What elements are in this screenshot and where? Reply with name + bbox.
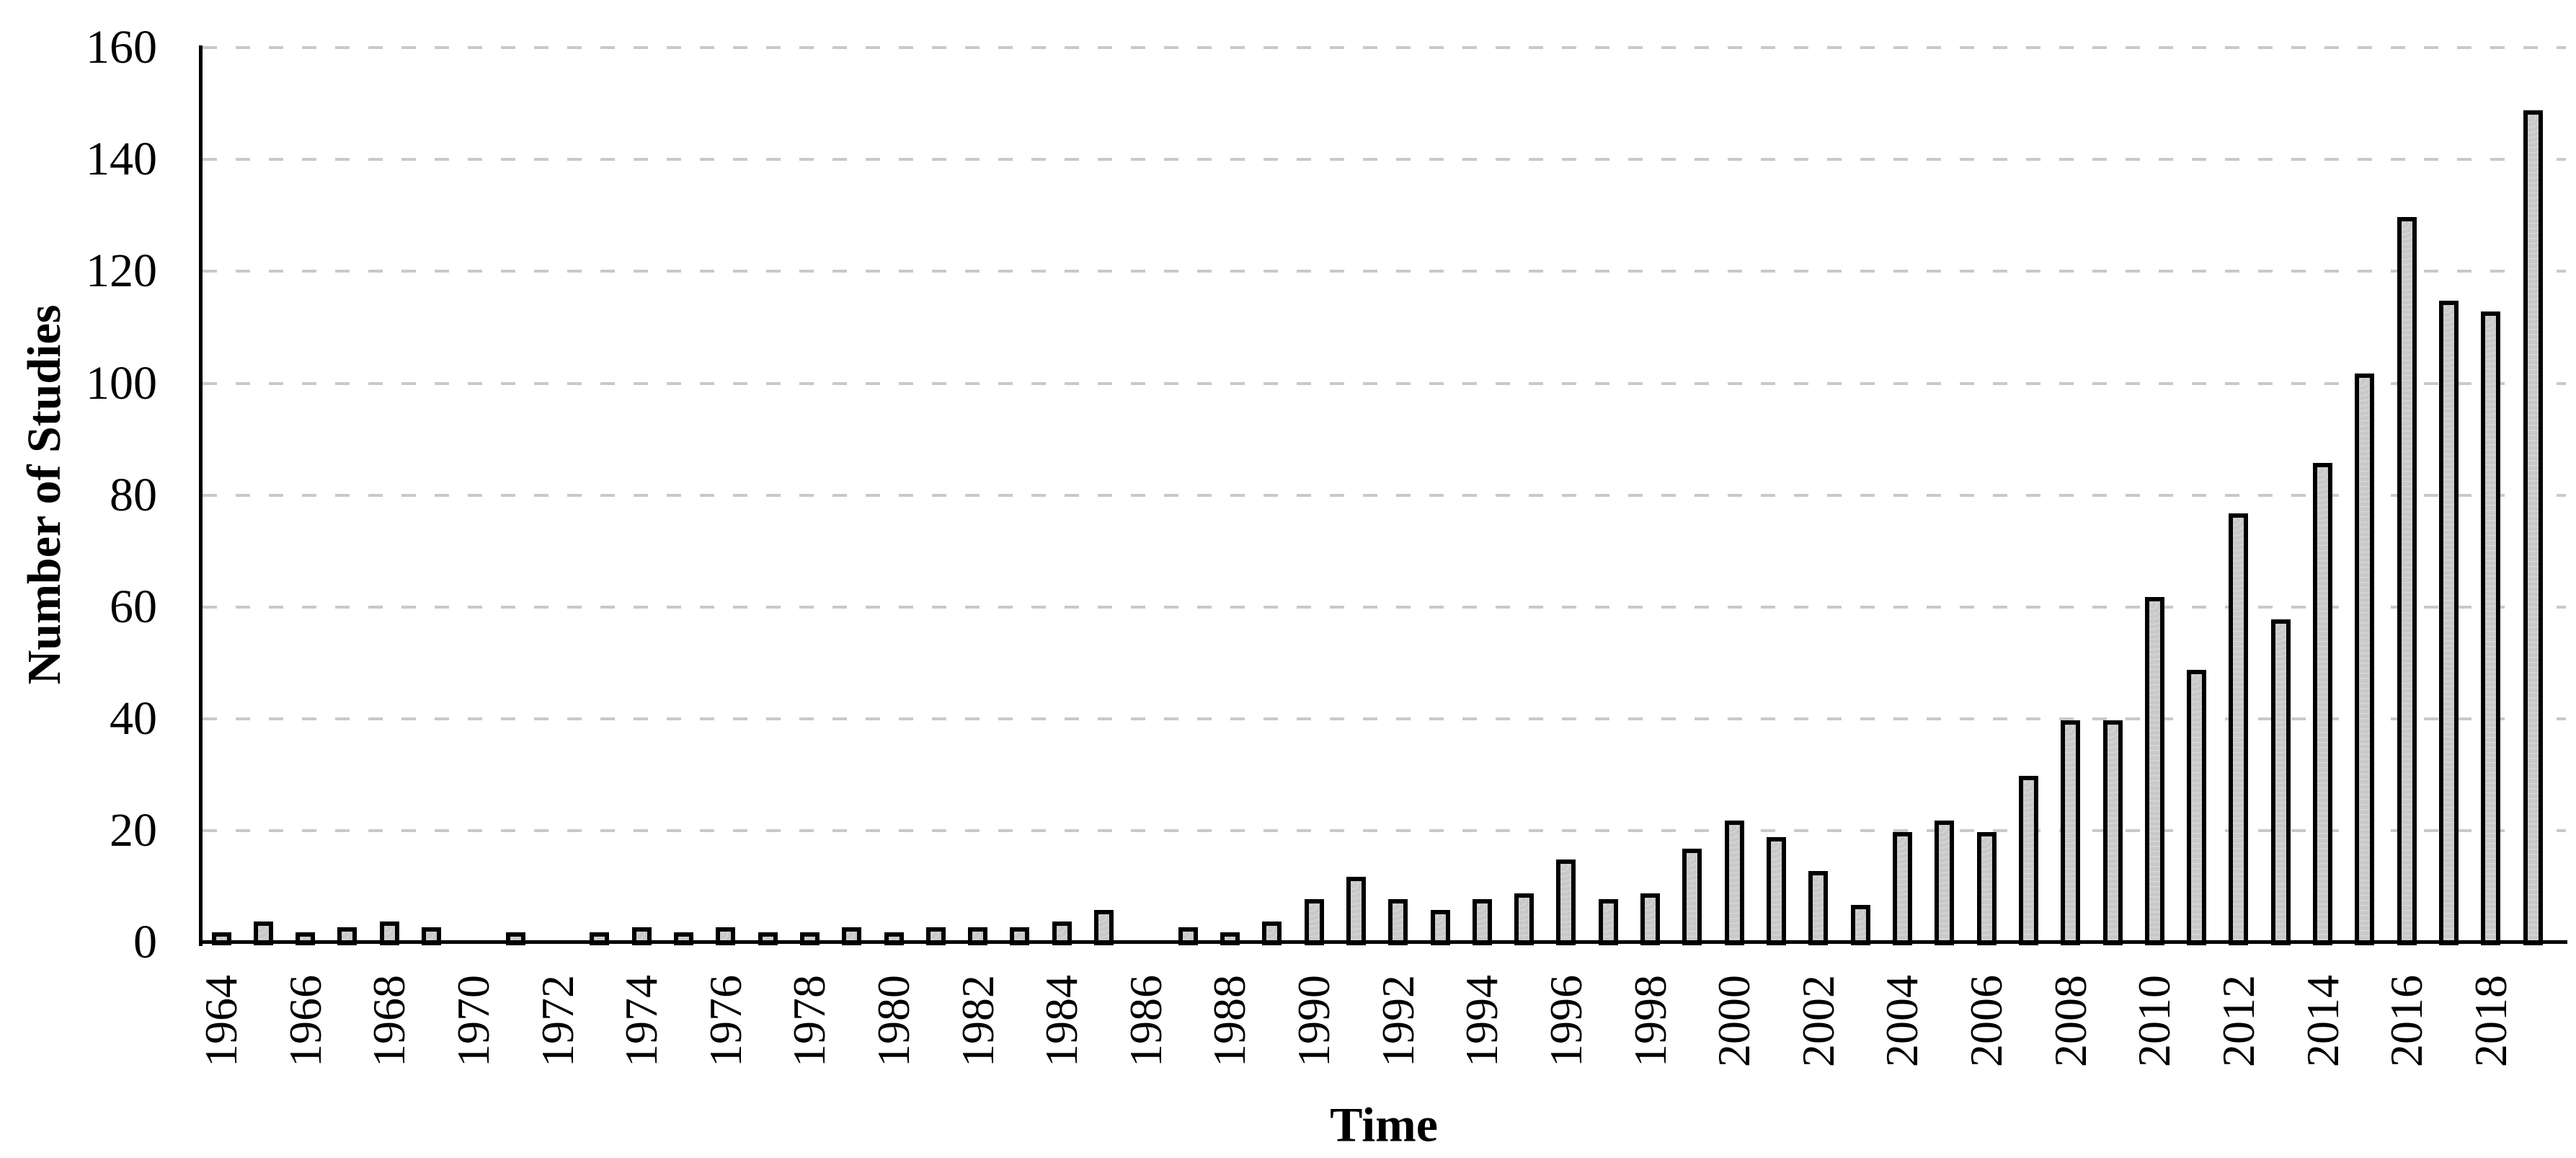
x-tick-label-1976: 1976 bbox=[699, 975, 751, 1067]
x-tick-label-1972: 1972 bbox=[531, 975, 583, 1067]
y-tick-label-100: 100 bbox=[86, 356, 157, 410]
x-axis-line bbox=[199, 940, 2567, 944]
bar-2006 bbox=[1976, 831, 1997, 945]
x-tick-label-1968: 1968 bbox=[363, 975, 415, 1067]
x-tick-label-2018: 2018 bbox=[2464, 975, 2516, 1067]
x-tick-label-1980: 1980 bbox=[868, 975, 919, 1067]
bar-2004 bbox=[1892, 831, 1912, 945]
bar-1999 bbox=[1682, 848, 1702, 945]
bar-1985 bbox=[1094, 910, 1114, 945]
bar-1998 bbox=[1640, 893, 1660, 945]
bar-2009 bbox=[2102, 720, 2123, 945]
y-tick-label-40: 40 bbox=[110, 691, 157, 745]
bar-2019 bbox=[2523, 110, 2543, 945]
gridline-20 bbox=[203, 828, 2566, 832]
x-tick-label-2014: 2014 bbox=[2296, 975, 2348, 1067]
bar-2003 bbox=[1850, 904, 1870, 945]
y-tick-label-80: 80 bbox=[110, 468, 157, 521]
x-tick-label-1970: 1970 bbox=[447, 975, 499, 1067]
bar-1995 bbox=[1514, 893, 1535, 945]
gridline-160 bbox=[203, 46, 2566, 50]
x-tick-label-2016: 2016 bbox=[2381, 975, 2433, 1067]
y-tick-label-120: 120 bbox=[86, 244, 157, 298]
bar-2013 bbox=[2270, 619, 2291, 945]
gridline-100 bbox=[203, 381, 2566, 385]
bar-2014 bbox=[2313, 462, 2332, 945]
bar-2018 bbox=[2481, 311, 2501, 945]
x-tick-label-1988: 1988 bbox=[1204, 975, 1256, 1067]
bar-1992 bbox=[1388, 898, 1408, 945]
y-tick-label-160: 160 bbox=[86, 21, 157, 74]
gridline-140 bbox=[203, 158, 2566, 162]
bar-2000 bbox=[1724, 821, 1744, 945]
x-tick-label-1978: 1978 bbox=[783, 975, 835, 1067]
x-tick-label-1998: 1998 bbox=[1624, 975, 1676, 1067]
x-tick-label-2002: 2002 bbox=[1792, 975, 1844, 1067]
x-tick-label-1986: 1986 bbox=[1119, 975, 1171, 1067]
y-axis-line bbox=[199, 45, 203, 946]
bar-2010 bbox=[2144, 596, 2164, 945]
bar-2015 bbox=[2355, 373, 2375, 945]
x-axis-title: Time bbox=[1330, 1097, 1438, 1152]
bar-1994 bbox=[1472, 898, 1492, 945]
y-tick-label-20: 20 bbox=[110, 803, 157, 857]
x-tick-label-2004: 2004 bbox=[1876, 975, 1928, 1067]
x-tick-label-2008: 2008 bbox=[2044, 975, 2096, 1067]
x-tick-label-1984: 1984 bbox=[1036, 975, 1088, 1067]
y-tick-label-140: 140 bbox=[86, 133, 157, 186]
x-tick-label-2012: 2012 bbox=[2212, 975, 2264, 1067]
x-tick-label-2000: 2000 bbox=[1708, 975, 1760, 1067]
bar-1990 bbox=[1304, 898, 1324, 945]
x-tick-label-2010: 2010 bbox=[2128, 975, 2180, 1067]
bar-1991 bbox=[1346, 876, 1366, 945]
x-tick-label-1966: 1966 bbox=[279, 975, 331, 1067]
x-tick-label-2006: 2006 bbox=[1960, 975, 2012, 1067]
x-tick-label-1974: 1974 bbox=[616, 975, 667, 1067]
bar-2005 bbox=[1935, 821, 1955, 945]
bar-2002 bbox=[1808, 870, 1829, 945]
gridline-120 bbox=[203, 270, 2566, 273]
x-tick-label-1996: 1996 bbox=[1540, 975, 1591, 1067]
gridline-80 bbox=[203, 493, 2566, 497]
bar-2007 bbox=[2018, 776, 2038, 945]
x-tick-label-1992: 1992 bbox=[1372, 975, 1424, 1067]
bar-1996 bbox=[1556, 859, 1576, 945]
bar-2001 bbox=[1767, 837, 1786, 945]
bar-2017 bbox=[2438, 300, 2459, 945]
bar-2011 bbox=[2187, 669, 2207, 945]
x-tick-label-1994: 1994 bbox=[1456, 975, 1508, 1067]
y-tick-label-60: 60 bbox=[110, 580, 157, 633]
y-tick-label-0: 0 bbox=[133, 916, 157, 968]
x-tick-label-1990: 1990 bbox=[1288, 975, 1340, 1067]
gridline-60 bbox=[203, 605, 2566, 609]
bar-2016 bbox=[2397, 216, 2417, 945]
bar-2012 bbox=[2229, 513, 2249, 945]
x-tick-label-1982: 1982 bbox=[951, 975, 1003, 1067]
bar-2008 bbox=[2061, 720, 2081, 945]
gridline-40 bbox=[203, 717, 2566, 720]
x-tick-label-1964: 1964 bbox=[195, 975, 247, 1067]
bar-1997 bbox=[1598, 898, 1618, 945]
